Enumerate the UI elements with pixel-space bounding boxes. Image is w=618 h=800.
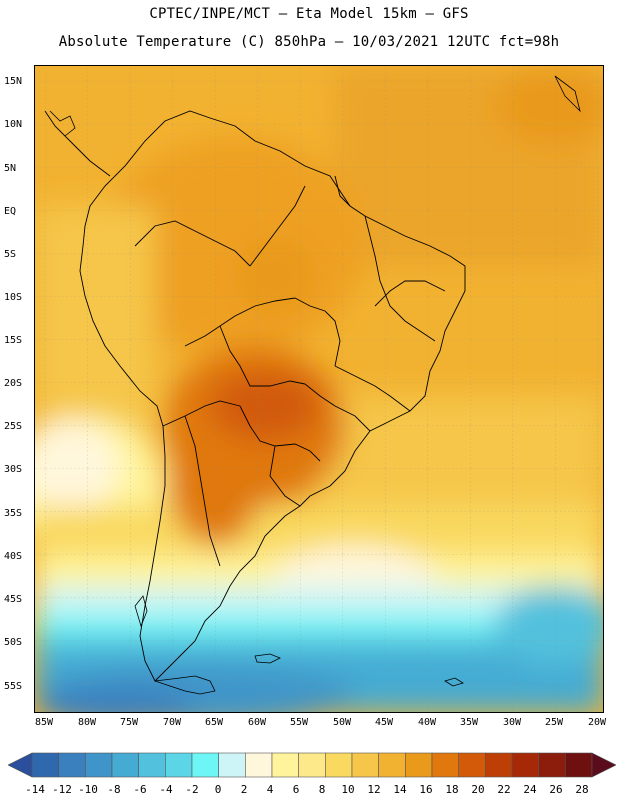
colorbar-cell <box>245 752 273 778</box>
colorbar-cell <box>165 752 193 778</box>
colorbar-label: -2 <box>185 783 199 796</box>
colorbar-label: 16 <box>419 783 433 796</box>
colorbar-label: -10 <box>78 783 98 796</box>
island-outlines <box>49 75 581 695</box>
colorbar-cell <box>85 752 113 778</box>
colorbar-cell <box>58 752 86 778</box>
colorbar-cell <box>538 752 566 778</box>
colorbar-label: -14 <box>25 783 45 796</box>
colorbar <box>8 752 616 778</box>
temperature-map <box>34 65 604 713</box>
lon-label: 40W <box>417 717 437 728</box>
lat-label: 35S <box>4 508 23 519</box>
lat-label: 10S <box>4 292 23 303</box>
colorbar-cell <box>351 752 379 778</box>
lat-label: 50S <box>4 637 23 648</box>
colorbar-cell <box>511 752 539 778</box>
colorbar-cell <box>271 752 299 778</box>
colorbar-cell <box>565 752 593 778</box>
colorbar-label: 22 <box>497 783 511 796</box>
colorbar-cell <box>8 752 33 778</box>
lon-label: 50W <box>332 717 352 728</box>
colorbar-label: 12 <box>367 783 381 796</box>
colorbar-label: 4 <box>266 783 274 796</box>
colorbar-label: 14 <box>393 783 407 796</box>
colorbar-label: 2 <box>240 783 248 796</box>
colorbar-cell <box>31 752 59 778</box>
lon-label: 30W <box>502 717 522 728</box>
colorbar-cell <box>458 752 486 778</box>
lat-label: 45S <box>4 594 23 605</box>
colorbar-label: 8 <box>318 783 326 796</box>
chart-title-line-2: Absolute Temperature (C) 850hPa – 10/03/… <box>58 34 560 50</box>
colorbar-label: -12 <box>52 783 72 796</box>
colorbar-cell <box>591 752 616 778</box>
map-canvas <box>35 66 603 712</box>
colorbar-cell <box>138 752 166 778</box>
colorbar-label: 10 <box>341 783 355 796</box>
lon-label: 65W <box>204 717 224 728</box>
lat-label: 40S <box>4 551 23 562</box>
lon-label: 55W <box>289 717 309 728</box>
lon-label: 45W <box>374 717 394 728</box>
colorbar-cell <box>298 752 326 778</box>
lon-label: 20W <box>587 717 607 728</box>
lat-label: 55S <box>4 681 23 692</box>
chart-title-line-1: CPTEC/INPE/MCT – Eta Model 15km – GFS <box>149 6 469 22</box>
colorbar-cell <box>111 752 139 778</box>
lat-label: 20S <box>4 378 23 389</box>
colorbar-cell <box>485 752 513 778</box>
lat-label: EQ <box>4 206 17 217</box>
colorbar-label: -4 <box>159 783 173 796</box>
lat-label: 5N <box>4 163 17 174</box>
colorbar-label: 26 <box>549 783 563 796</box>
lat-label: 15S <box>4 335 23 346</box>
colorbar-cell <box>431 752 459 778</box>
colorbar-label: 24 <box>523 783 537 796</box>
colorbar-cell <box>191 752 219 778</box>
lat-label: 30S <box>4 464 23 475</box>
lon-label: 80W <box>77 717 97 728</box>
lon-label: 85W <box>34 717 54 728</box>
colorbar-label: 18 <box>445 783 459 796</box>
colorbar-label: 20 <box>471 783 485 796</box>
colorbar-label: 0 <box>214 783 222 796</box>
lon-label: 75W <box>119 717 139 728</box>
lon-label: 35W <box>459 717 479 728</box>
colorbar-cell <box>325 752 353 778</box>
colorbar-label: 6 <box>292 783 300 796</box>
colorbar-label: 28 <box>575 783 589 796</box>
lat-lon-grid <box>35 66 603 712</box>
lon-label: 60W <box>247 717 267 728</box>
lon-label: 25W <box>544 717 564 728</box>
colorbar-cell <box>218 752 246 778</box>
colorbar-label: -8 <box>107 783 121 796</box>
lat-label: 5S <box>4 249 17 260</box>
lat-label: 10N <box>4 119 23 130</box>
colorbar-label: -6 <box>133 783 147 796</box>
lon-label: 70W <box>162 717 182 728</box>
colorbar-cell <box>378 752 406 778</box>
country-borders <box>44 110 466 682</box>
lat-label: 25S <box>4 421 23 432</box>
colorbar-cell <box>405 752 433 778</box>
lat-label: 15N <box>4 76 23 87</box>
